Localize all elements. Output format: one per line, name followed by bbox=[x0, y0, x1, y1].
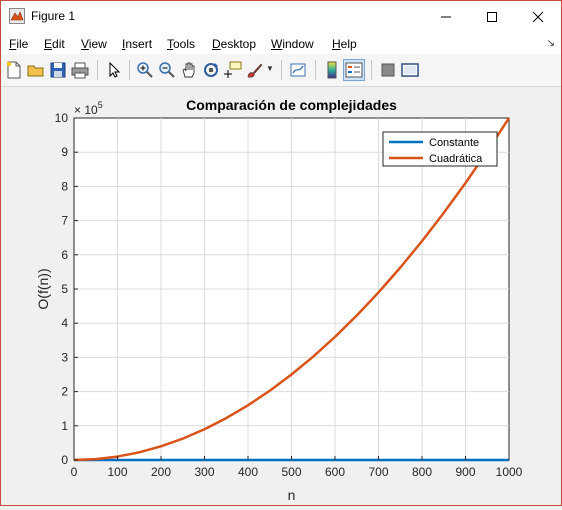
menu-insert[interactable]: Insert bbox=[122, 37, 153, 51]
maximize-icon bbox=[487, 11, 497, 22]
menu-desktop[interactable]: Desktop bbox=[212, 37, 257, 51]
minimize-button[interactable] bbox=[423, 1, 469, 32]
plot-axes[interactable]: 0 100 200 300 400 500 600 700 800 900 1000 0 1 2 3 4 5 6 7… bbox=[1, 87, 561, 505]
show-plot-tools-icon[interactable] bbox=[401, 61, 419, 79]
x-tick-label: 500 bbox=[281, 465, 301, 479]
menu-overflow-arrow-icon[interactable]: ↘ bbox=[546, 38, 555, 49]
toolbar-separator bbox=[371, 60, 372, 80]
x-tick-label: 0 bbox=[71, 465, 78, 479]
y-tick-label: 3 bbox=[61, 350, 68, 364]
close-button[interactable] bbox=[515, 1, 561, 32]
menu-bar: File Edit View Insert Tools Desktop Wind… bbox=[1, 32, 561, 54]
y-axis-label: O(f(n)) bbox=[35, 268, 51, 309]
toolbar-separator bbox=[97, 60, 98, 80]
y-tick-label: 4 bbox=[61, 316, 68, 330]
legend-entry: Cuadrática bbox=[429, 153, 483, 165]
edit-plot-arrow-icon[interactable] bbox=[105, 61, 123, 79]
save-icon[interactable] bbox=[49, 61, 67, 79]
minimize-icon bbox=[441, 16, 451, 17]
menu-view[interactable]: View bbox=[81, 37, 107, 51]
title-bar: Figure 1 bbox=[1, 1, 561, 32]
y-tick-label: 10 bbox=[55, 111, 69, 125]
figure-canvas: 0 100 200 300 400 500 600 700 800 900 1000 0 1 2 3 4 5 6 7… bbox=[1, 87, 561, 505]
y-tick-label: 8 bbox=[61, 179, 68, 193]
menu-window[interactable]: Window bbox=[271, 37, 314, 51]
print-icon[interactable] bbox=[71, 61, 89, 79]
colorbar-icon[interactable] bbox=[323, 61, 341, 79]
open-file-icon[interactable] bbox=[27, 61, 45, 79]
y-tick-label: 5 bbox=[61, 282, 68, 296]
legend-icon[interactable] bbox=[345, 61, 363, 79]
chart-title: Comparación de complejidades bbox=[186, 97, 397, 113]
x-tick-label: 600 bbox=[325, 465, 345, 479]
y-tick-label: 0 bbox=[61, 453, 68, 467]
zoom-out-icon[interactable] bbox=[158, 61, 176, 79]
x-axis-label: n bbox=[288, 487, 296, 503]
x-tick-label: 1000 bbox=[496, 465, 523, 479]
x-tick-label: 100 bbox=[107, 465, 127, 479]
brush-icon[interactable] bbox=[246, 61, 264, 79]
pan-hand-icon[interactable] bbox=[180, 61, 198, 79]
close-icon bbox=[532, 11, 544, 22]
rotate-3d-icon[interactable] bbox=[202, 61, 220, 79]
y-tick-label: 2 bbox=[61, 385, 68, 399]
y-axis-exponent: × 105 bbox=[74, 100, 103, 117]
zoom-in-icon[interactable] bbox=[136, 61, 154, 79]
y-axis-exponent-power: 5 bbox=[98, 100, 103, 110]
y-tick-label: 1 bbox=[61, 419, 68, 433]
hide-plot-tools-icon[interactable] bbox=[379, 61, 397, 79]
x-tick-label: 400 bbox=[238, 465, 258, 479]
x-tick-label: 900 bbox=[455, 465, 475, 479]
x-tick-label: 800 bbox=[412, 465, 432, 479]
y-tick-label: 7 bbox=[61, 214, 68, 228]
x-tick-label: 200 bbox=[151, 465, 171, 479]
legend[interactable]: Constante Cuadrática bbox=[382, 131, 498, 167]
menu-tools[interactable]: Tools bbox=[167, 37, 196, 51]
menu-edit[interactable]: Edit bbox=[44, 37, 65, 51]
figure-toolbar: ▼ bbox=[1, 54, 561, 87]
data-cursor-icon[interactable] bbox=[224, 61, 242, 79]
y-axis-exponent-base: × 10 bbox=[74, 103, 98, 117]
maximize-button[interactable] bbox=[469, 1, 515, 32]
toolbar-separator bbox=[129, 60, 130, 80]
legend-box bbox=[382, 131, 498, 167]
y-tick-label: 9 bbox=[61, 145, 68, 159]
x-tick-label: 300 bbox=[194, 465, 214, 479]
menu-file[interactable]: File bbox=[9, 37, 29, 51]
new-figure-icon[interactable] bbox=[5, 61, 23, 79]
series-line-cuadratica bbox=[73, 117, 511, 462]
y-tick-label: 6 bbox=[61, 248, 68, 262]
link-plot-icon[interactable] bbox=[289, 61, 307, 79]
tick-labels: 0 100 200 300 400 500 600 700 800 900 1000 0 1 2 3 4 5 6 7… bbox=[55, 111, 523, 479]
matlab-figure-icon bbox=[9, 8, 25, 24]
toolbar-separator bbox=[315, 60, 316, 80]
brush-dropdown-arrow-icon[interactable]: ▼ bbox=[266, 64, 274, 73]
window-title: Figure 1 bbox=[31, 9, 76, 23]
legend-entry: Constante bbox=[429, 137, 479, 149]
menu-help[interactable]: Help bbox=[332, 37, 357, 51]
x-tick-label: 700 bbox=[368, 465, 388, 479]
toolbar-separator bbox=[281, 60, 282, 80]
